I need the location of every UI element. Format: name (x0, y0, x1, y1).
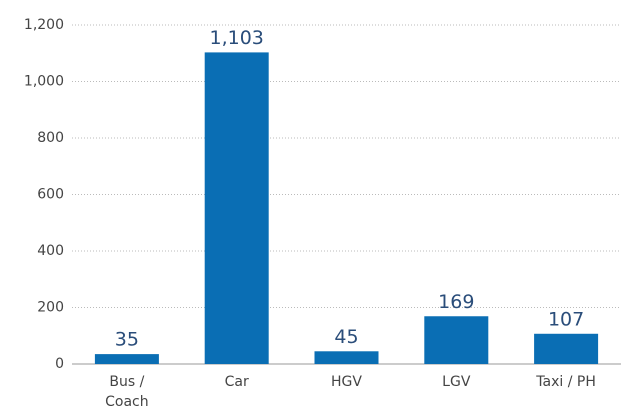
data-label: 35 (115, 329, 139, 351)
y-tick-label: 800 (37, 130, 64, 146)
bar (314, 351, 379, 364)
y-tick-label: 600 (37, 187, 64, 203)
bar (94, 354, 159, 364)
data-label: 1,103 (209, 27, 263, 49)
x-tick-label: Taxi / PH (536, 374, 596, 390)
bar (204, 52, 269, 365)
y-tick-label: 0 (55, 356, 64, 372)
x-tick-label: LGV (442, 374, 471, 390)
x-tick-label: Bus / Coach (105, 374, 149, 410)
y-tick-label: 1,000 (24, 74, 64, 90)
data-label: 45 (334, 326, 358, 348)
bar (534, 333, 599, 364)
data-label: 107 (548, 308, 584, 330)
x-tick-label: HGV (331, 374, 362, 390)
y-tick-label: 1,200 (24, 17, 64, 33)
bar (424, 316, 489, 364)
data-label: 169 (438, 291, 474, 313)
x-tick-label: Car (224, 374, 249, 390)
y-tick-label: 400 (37, 243, 64, 259)
y-tick-label: 200 (37, 300, 64, 316)
